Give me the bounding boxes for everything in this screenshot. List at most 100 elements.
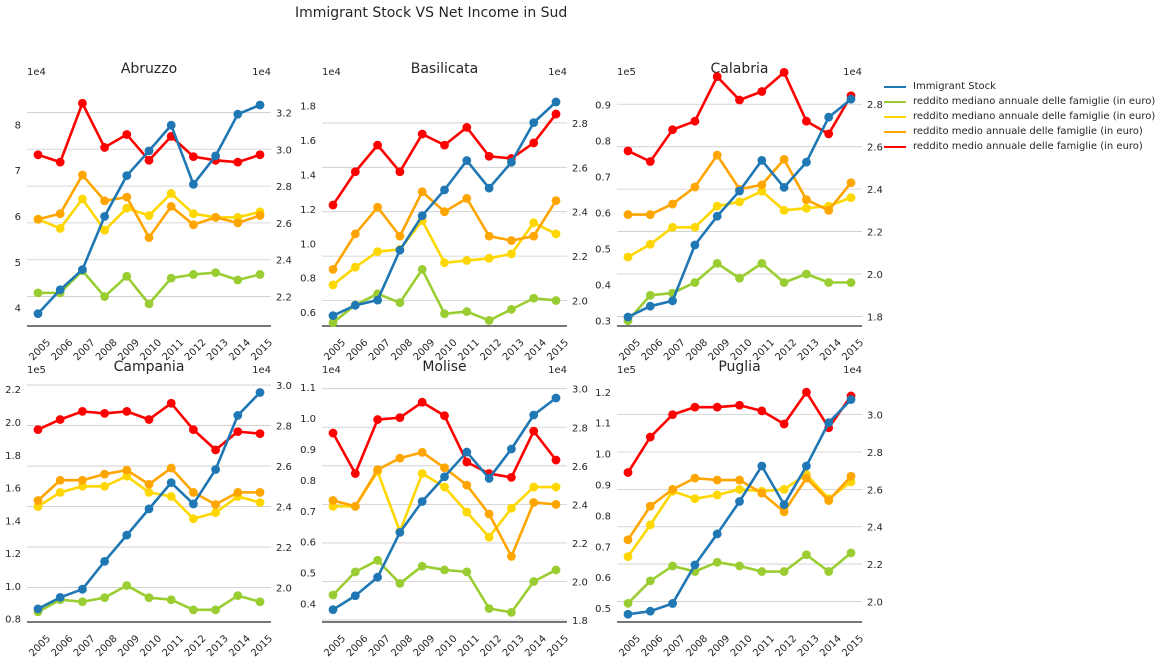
data-point-medio_1 xyxy=(551,196,561,206)
data-point-medio_1 xyxy=(328,265,338,274)
data-point-mediano_2 xyxy=(417,469,427,478)
data-point-medio_1 xyxy=(373,465,382,475)
data-point-mediano_1 xyxy=(233,275,243,285)
left-tick-label: 1.6 xyxy=(300,136,316,147)
data-point-medio_2 xyxy=(78,98,87,108)
data-point-mediano_2 xyxy=(144,487,154,497)
data-point-mediano_1 xyxy=(373,555,382,565)
data-point-medio_1 xyxy=(645,501,655,511)
data-point-medio_2 xyxy=(779,419,789,429)
data-point-mediano_1 xyxy=(100,292,109,301)
data-point-mediano_1 xyxy=(189,605,198,615)
data-point-medio_2 xyxy=(623,146,633,156)
data-point-medio_2 xyxy=(645,157,655,166)
data-point-immigrant xyxy=(417,497,427,506)
data-point-medio_2 xyxy=(802,387,811,397)
x-tick-label: 2008 xyxy=(94,633,120,658)
data-point-mediano_1 xyxy=(779,278,789,287)
left-tick-label: 1.4 xyxy=(5,516,21,527)
left-tick-label: 1.0 xyxy=(595,450,611,461)
data-point-mediano_1 xyxy=(529,577,539,586)
data-point-medio_1 xyxy=(712,475,722,485)
right-tick-label: 2.8 xyxy=(867,448,883,459)
data-point-medio_2 xyxy=(712,72,722,82)
data-point-immigrant xyxy=(735,186,744,196)
data-point-immigrant xyxy=(233,109,243,119)
right-tick-label: 2.4 xyxy=(867,185,883,196)
data-point-immigrant xyxy=(350,591,360,601)
x-tick-label: 2006 xyxy=(50,633,76,658)
left-offset-label: 1e4 xyxy=(322,67,341,78)
data-point-mediano_1 xyxy=(668,561,677,571)
left-tick-label: 1.1 xyxy=(300,383,316,394)
right-tick-label: 2.8 xyxy=(867,100,883,111)
x-tick-label: 2005 xyxy=(617,633,643,658)
data-point-medio_2 xyxy=(33,425,43,435)
right-tick-label: 1.8 xyxy=(572,616,588,627)
data-point-immigrant xyxy=(350,300,360,310)
data-point-mediano_2 xyxy=(78,481,87,491)
x-tick-label: 2007 xyxy=(72,337,98,363)
data-point-mediano_2 xyxy=(350,262,360,272)
right-tick-label: 2.4 xyxy=(572,208,588,219)
data-point-medio_1 xyxy=(757,180,767,190)
data-point-medio_2 xyxy=(529,426,539,436)
left-tick-label: 0.5 xyxy=(595,245,611,256)
data-point-mediano_1 xyxy=(735,561,744,571)
data-point-mediano_2 xyxy=(100,481,109,491)
data-point-mediano_2 xyxy=(623,252,633,262)
data-point-medio_1 xyxy=(122,192,132,202)
panel-title: Basilicata xyxy=(411,61,479,77)
data-point-mediano_1 xyxy=(255,270,265,279)
right-tick-label: 2.0 xyxy=(867,597,883,608)
data-point-medio_1 xyxy=(255,211,265,220)
data-point-medio_2 xyxy=(417,397,427,407)
data-point-immigrant xyxy=(802,157,811,167)
data-point-mediano_2 xyxy=(100,225,109,235)
data-point-immigrant xyxy=(211,151,221,161)
data-point-medio_2 xyxy=(144,155,154,165)
data-point-medio_2 xyxy=(690,116,700,126)
right-tick-label: 2.2 xyxy=(867,228,883,239)
series-line-mediano_1 xyxy=(627,262,851,322)
x-tick-label: 2011 xyxy=(456,633,482,658)
x-tick-label: 2007 xyxy=(662,633,688,658)
data-point-medio_1 xyxy=(779,507,789,517)
data-point-mediano_2 xyxy=(529,482,539,492)
data-point-immigrant xyxy=(33,604,43,614)
x-tick-label: 2011 xyxy=(751,633,777,658)
series-line-medio_2 xyxy=(627,71,853,163)
x-tick-label: 2013 xyxy=(796,633,822,658)
series-line-immigrant xyxy=(37,391,261,611)
data-point-mediano_1 xyxy=(255,597,265,607)
data-point-medio_1 xyxy=(395,231,405,241)
left-tick-label: 0.8 xyxy=(5,615,21,626)
data-point-immigrant xyxy=(328,605,338,615)
data-point-immigrant xyxy=(668,599,677,608)
data-point-medio_1 xyxy=(779,155,789,164)
data-point-medio_1 xyxy=(55,475,65,485)
data-point-mediano_1 xyxy=(712,258,722,268)
data-point-immigrant xyxy=(255,100,265,110)
left-tick-label: 1.8 xyxy=(5,451,21,462)
data-point-mediano_2 xyxy=(189,514,198,524)
data-point-medio_1 xyxy=(122,465,132,475)
data-point-medio_1 xyxy=(623,210,633,219)
data-point-medio_2 xyxy=(440,411,449,421)
data-point-mediano_2 xyxy=(507,503,516,513)
data-point-mediano_1 xyxy=(122,271,132,281)
legend-item-mediano-1: reddito mediano annuale delle famiglie (… xyxy=(884,94,1155,109)
data-point-medio_1 xyxy=(189,487,198,497)
data-point-immigrant xyxy=(551,393,561,403)
data-point-medio_2 xyxy=(211,445,221,455)
data-point-medio_2 xyxy=(668,410,677,420)
data-point-mediano_1 xyxy=(484,316,494,325)
data-point-medio_1 xyxy=(668,199,677,209)
x-tick-label: 2014 xyxy=(818,337,844,363)
data-point-immigrant xyxy=(690,240,700,250)
data-point-medio_2 xyxy=(373,415,382,424)
legend-swatch xyxy=(884,115,906,118)
data-point-medio_1 xyxy=(846,178,856,188)
right-tick-label: 3.2 xyxy=(276,108,292,119)
x-tick-label: 2015 xyxy=(840,337,866,363)
